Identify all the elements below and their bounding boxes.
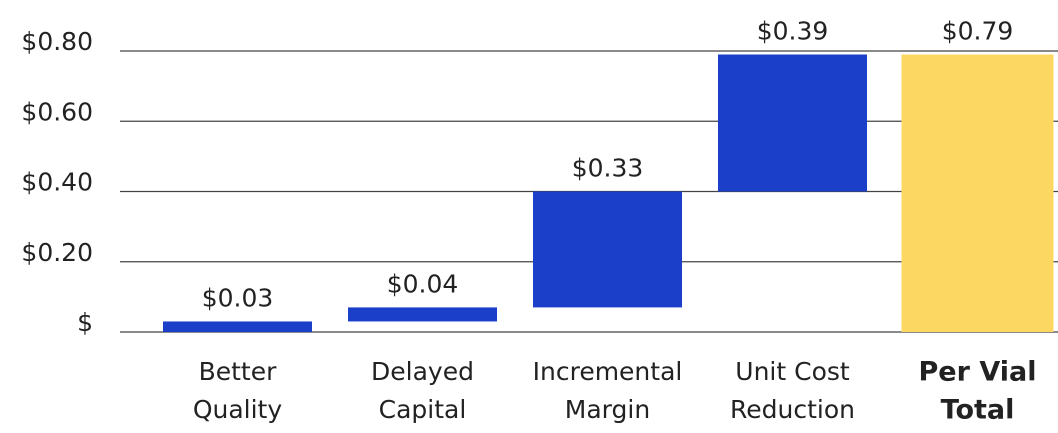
x-tick-label: Margin [565, 395, 650, 424]
y-tick-label: $0.80 [21, 27, 93, 56]
y-tick-label: $0.40 [21, 168, 93, 197]
bar [348, 307, 497, 322]
x-tick-label: Per Vial [919, 357, 1037, 388]
bar [901, 54, 1054, 332]
y-tick-label: $ [77, 308, 93, 337]
bar [163, 321, 312, 332]
value-label: $0.79 [942, 17, 1014, 46]
y-tick-label: $0.60 [21, 97, 93, 126]
x-tick-label: Delayed [371, 357, 474, 386]
bar [533, 191, 682, 308]
y-tick-label: $0.20 [21, 238, 93, 267]
value-label: $0.33 [572, 154, 644, 183]
x-tick-label: Capital [379, 395, 467, 424]
x-tick-label: Reduction [730, 395, 855, 424]
value-label: $0.39 [757, 17, 829, 46]
x-tick-label: Quality [193, 395, 283, 424]
bar [718, 54, 867, 192]
value-label: $0.03 [202, 283, 274, 312]
value-label: $0.04 [387, 269, 459, 298]
x-tick-label: Total [941, 395, 1015, 426]
x-tick-label: Unit Cost [735, 357, 850, 386]
x-tick-label: Better [199, 357, 278, 386]
x-tick-label: Incremental [533, 357, 683, 386]
